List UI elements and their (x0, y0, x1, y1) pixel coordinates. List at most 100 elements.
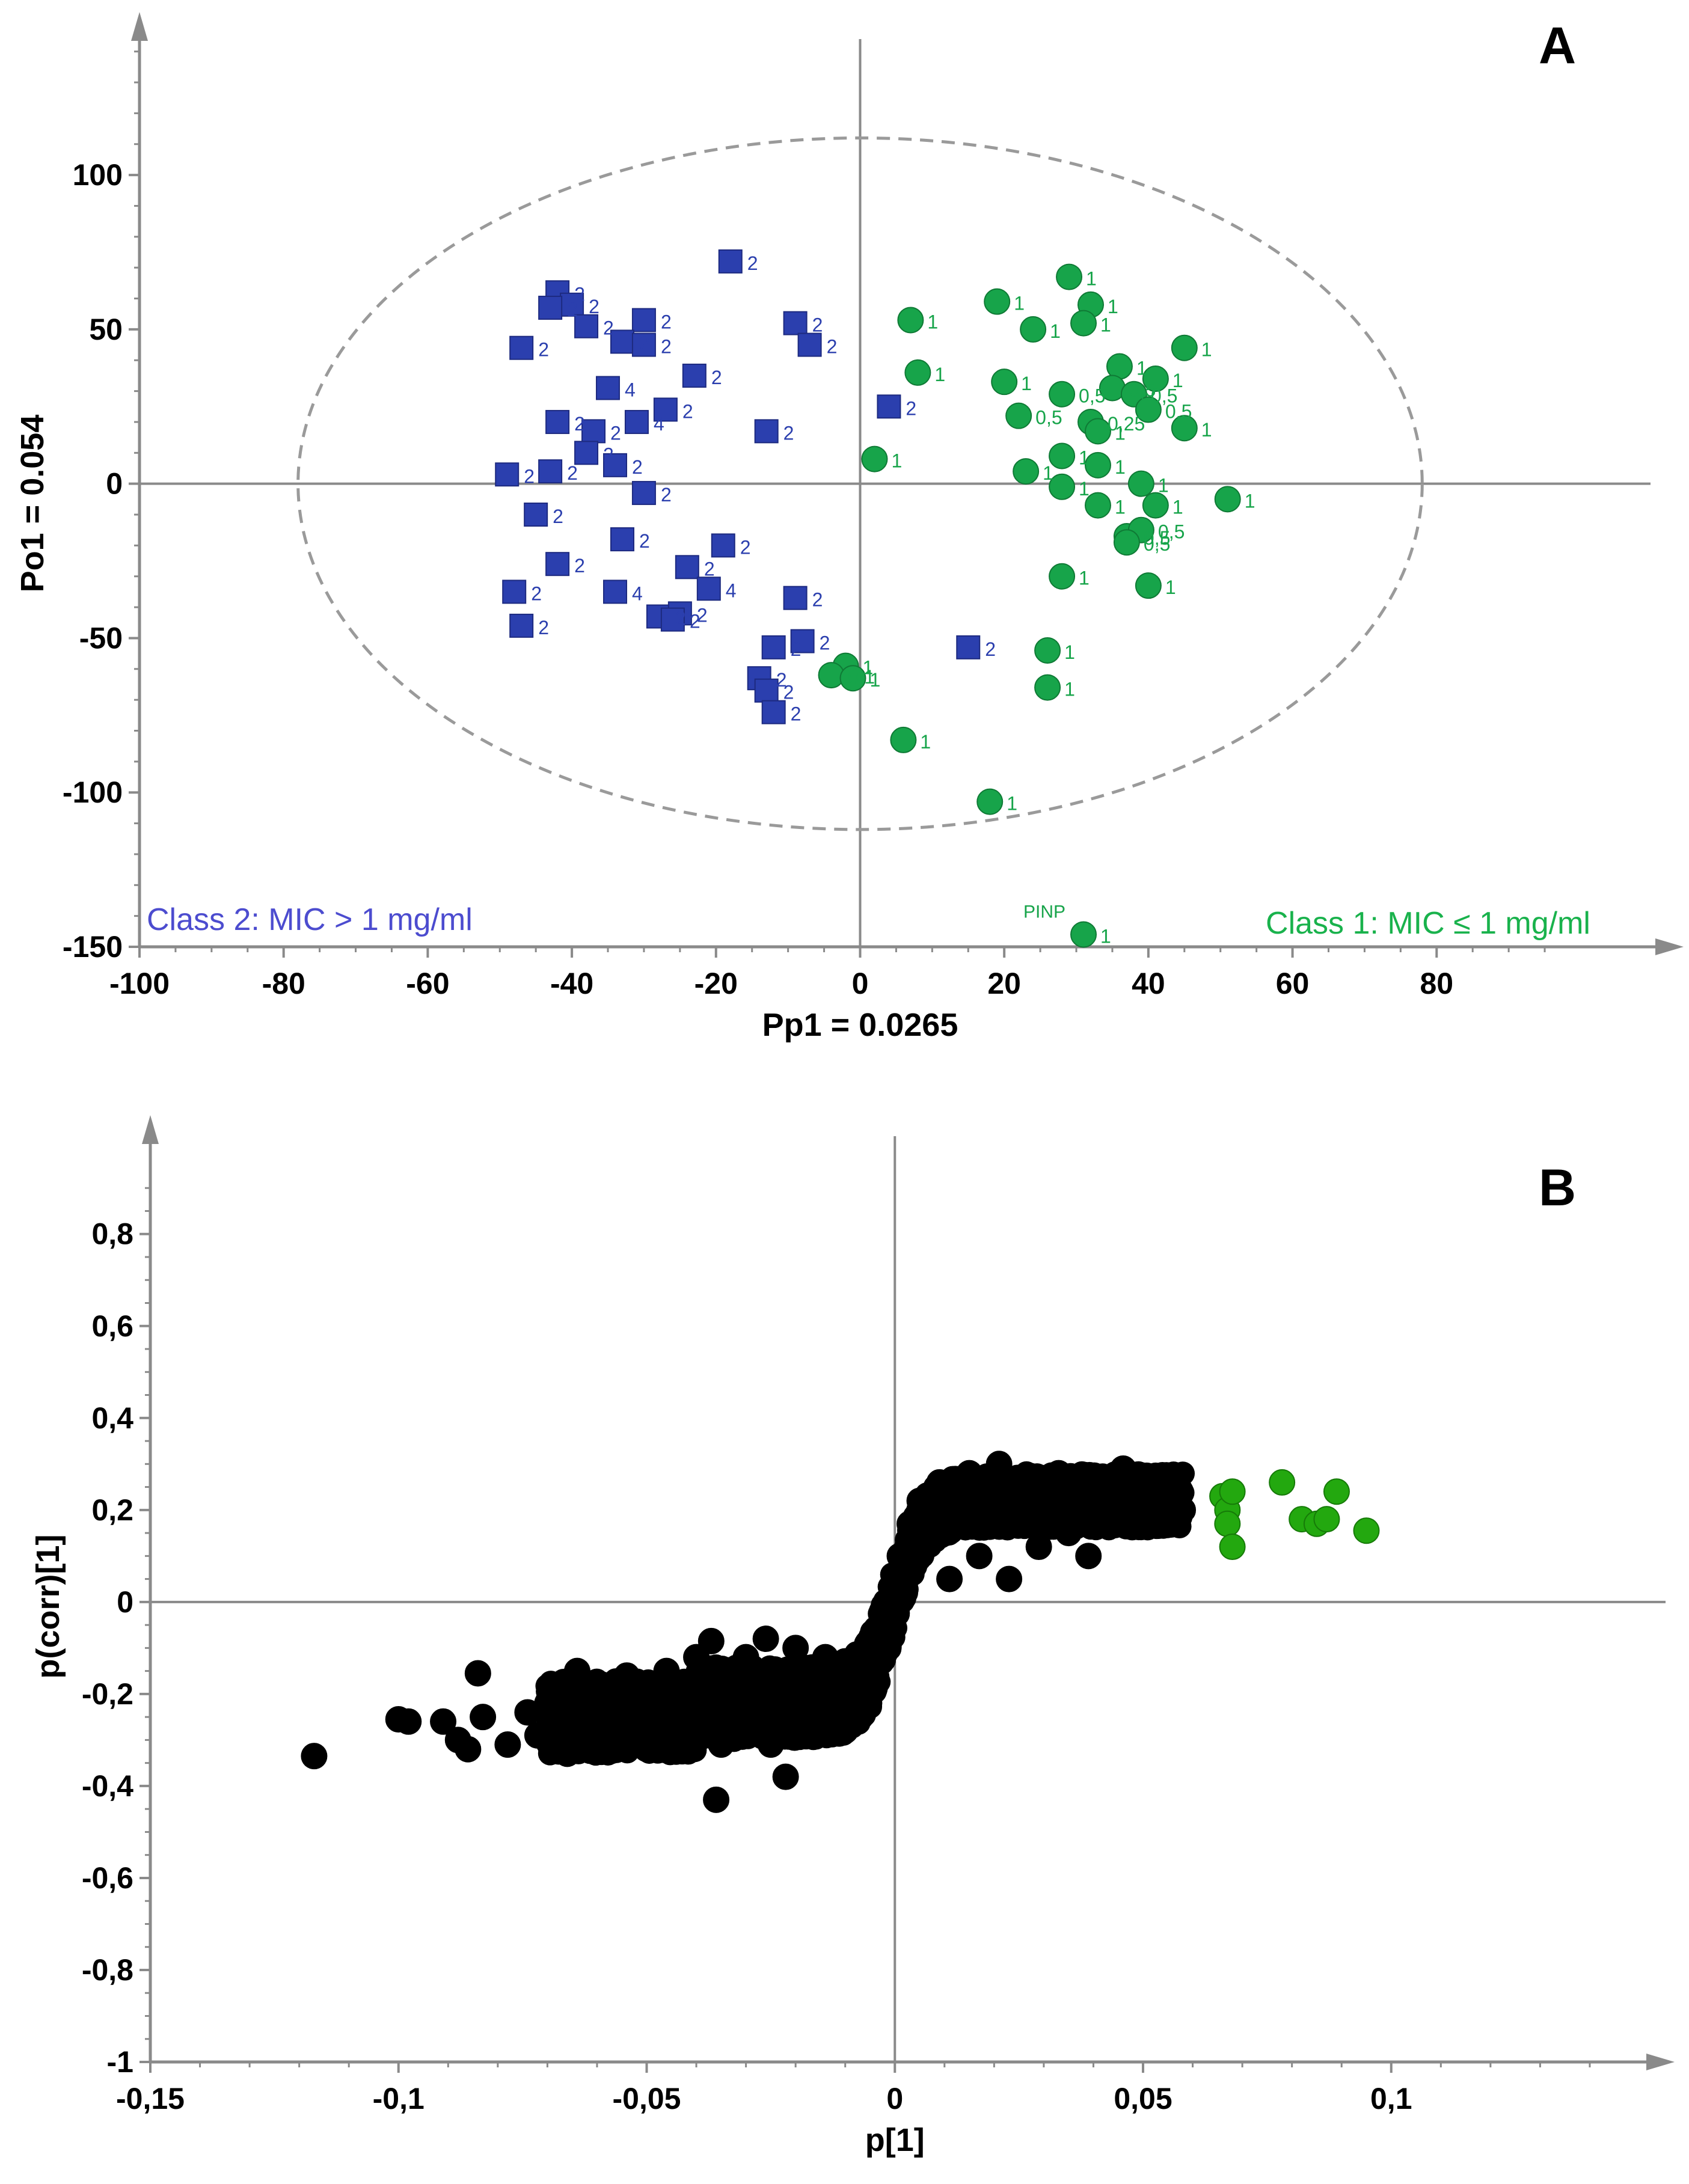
panel-a-class1-point (861, 445, 888, 473)
panel-a-point-label: 0,25 (1108, 413, 1145, 435)
panel-b-point (906, 1487, 933, 1514)
panel-b-point (812, 1644, 839, 1671)
panel-b-point (643, 1722, 670, 1749)
panel-b-point (574, 1708, 601, 1735)
panel-a-x-tick-label: 80 (1420, 967, 1453, 1000)
panel-a-x-tick-label: -20 (694, 967, 738, 1000)
panel-b-point (832, 1718, 859, 1745)
panel-a-point-label: 1 (1007, 793, 1017, 815)
panel-a-y-tick-label: -100 (63, 775, 123, 809)
panel-a-point-label: 1 (1050, 320, 1061, 342)
panel-a-class1-point (1142, 366, 1169, 393)
panel-a-point-label: 2 (783, 422, 794, 444)
panel-a-class2-point (581, 419, 606, 444)
panel-b-point (802, 1718, 829, 1745)
panel-a-x-tick-label: 0 (852, 967, 869, 1000)
panel-a-class1-point (1049, 442, 1076, 470)
panel-b-point (494, 1731, 521, 1758)
panel-a-point-label: 2 (538, 617, 549, 638)
panel-a-class2-point (502, 580, 527, 604)
panel-a-x-tick-label: 60 (1276, 967, 1310, 1000)
panel-a-point-label: 2 (791, 638, 802, 660)
panel-a-class1-point (991, 369, 1018, 396)
panel-b-point (613, 1662, 640, 1689)
panel-a-point-label: 1 (1115, 422, 1126, 444)
panel-b-point (678, 1680, 705, 1707)
panel-b-point (986, 1451, 1013, 1478)
panel-a-point-label: 1 (1064, 679, 1075, 700)
panel-a-class1-point (1049, 563, 1076, 590)
panel-a-class2-point (538, 295, 563, 320)
panel-a-class1-point (1171, 415, 1198, 442)
panel-b-point (1045, 1460, 1072, 1487)
panel-a-class2-point (660, 607, 685, 632)
panel-b-point (752, 1626, 779, 1653)
panel-b-point (1075, 1543, 1102, 1570)
panel-a-class1-point (904, 359, 931, 386)
panel-a-point-label: 0,5 (1035, 407, 1062, 429)
panel-a-class1-point (839, 665, 866, 692)
panel-a-point-label: 2 (610, 422, 621, 444)
panel-a-class2-point (509, 335, 534, 360)
panel-a-point-label: 1 (1100, 925, 1111, 947)
panel-b-x-arrow (1646, 2054, 1675, 2070)
panel-a-point-label: 1 (863, 657, 874, 679)
panel-b-point (1005, 1506, 1032, 1533)
panel-a-class2-point (560, 292, 584, 317)
panel-a-point-label: 1 (1201, 419, 1212, 441)
panel-a-point-label: 2 (531, 583, 542, 604)
panel-b-point (728, 1718, 755, 1745)
panel-a-point-label: 1 (927, 311, 938, 332)
panel-b-point (658, 1699, 685, 1726)
panel-b-data-points (301, 1451, 1380, 1813)
panel-a-class2-point (754, 678, 779, 703)
panel-a-point-label: 2 (812, 589, 823, 611)
panel-a-point-label: 1 (1108, 296, 1118, 317)
panel-b-point (777, 1713, 804, 1740)
panel-b-point (534, 1690, 561, 1717)
panel-a-letter: A (1539, 17, 1576, 75)
panel-a-class2-point (754, 419, 779, 444)
panel-a-class1-point (1135, 396, 1162, 423)
panel-b-point (1085, 1496, 1112, 1523)
panel-a-class2-point (603, 580, 627, 604)
panel-a-class2-point (631, 481, 656, 506)
panel-b-x-tick-label: -0,15 (116, 2082, 185, 2115)
panel-b-highlight-point (1313, 1506, 1340, 1533)
panel-b-point (1065, 1473, 1092, 1500)
panel-b-highlight-point (1219, 1534, 1246, 1561)
panel-a-class1-point (1020, 316, 1047, 343)
panel-b-point (464, 1660, 491, 1687)
panel-b-point (301, 1743, 328, 1770)
panel-a-scatter-plot: -100 -80 -60 -40 -20 0 20 40 60 80-150-100-500501… (14, 12, 1684, 1043)
panel-b-point (1016, 1464, 1043, 1491)
panel-a-point-label: 1 (920, 731, 931, 753)
panel-a-class1-point (1214, 486, 1241, 513)
panel-b-point (926, 1469, 953, 1496)
panel-b-x-tick-label: -0,1 (373, 2082, 425, 2115)
panel-a-point-label: 4 (632, 583, 643, 604)
panel-b-point (703, 1786, 730, 1813)
panel-a-point-label: 1 (1115, 497, 1126, 518)
panel-b-point (1109, 1455, 1136, 1482)
panel-a-class2-point (761, 700, 786, 724)
panel-a-point-label: 1 (1115, 456, 1126, 478)
panel-a-class2-point (675, 555, 699, 580)
panel-b-point (1169, 1496, 1197, 1523)
panel-b-point (653, 1657, 680, 1684)
panel-a-point-label: 0,5 (1151, 385, 1177, 407)
panel-b-y-tick-label: -0,4 (82, 1769, 133, 1803)
panel-a-x-tick-label: 40 (1132, 967, 1165, 1000)
panel-a-point-label: 4 (726, 580, 737, 601)
panel-a-point-label: 2 (827, 336, 838, 358)
panel-b-point (772, 1763, 799, 1790)
panel-b-point (732, 1644, 759, 1671)
panel-b-y-tick-label: -0,6 (82, 1861, 133, 1895)
panel-a-point-label: 0,5 (1144, 527, 1170, 549)
panel-a-x-tick-label: -60 (406, 967, 449, 1000)
panel-a-data-points (495, 249, 1241, 948)
panel-b-y-tick-label: 0 (117, 1585, 133, 1619)
panel-a-class2-point (631, 332, 656, 357)
panel-b-highlight-point (1219, 1478, 1246, 1505)
panel-b-point (822, 1690, 849, 1717)
